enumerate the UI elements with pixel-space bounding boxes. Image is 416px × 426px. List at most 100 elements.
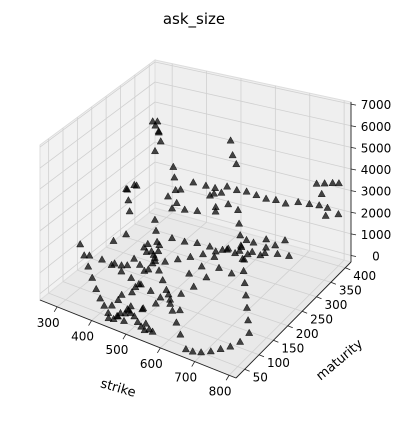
data-point [88, 273, 97, 281]
data-point [151, 256, 160, 264]
data-point [152, 226, 160, 234]
data-point [232, 185, 241, 194]
data-point [164, 290, 173, 298]
z-tick-label: 6000 [361, 120, 392, 134]
data-point [334, 179, 343, 187]
data-point [210, 252, 219, 260]
data-point [235, 246, 244, 254]
data-point [137, 322, 146, 330]
x-tick-label: 300 [37, 316, 60, 330]
data-point [175, 306, 184, 314]
data-point [186, 252, 195, 260]
z-grid-left [39, 181, 156, 274]
y-tick-label: 150 [281, 341, 304, 355]
data-point [176, 330, 185, 338]
data-point [98, 255, 106, 263]
data-point [92, 284, 101, 292]
z-grid-back [154, 81, 352, 127]
data-point [211, 247, 220, 255]
x-tick-label: 700 [174, 371, 197, 385]
data-point [201, 181, 210, 189]
data-point [188, 347, 197, 355]
axis-lines [39, 102, 352, 379]
data-point [151, 121, 160, 129]
y-tick-label: 300 [325, 298, 348, 312]
data-point [242, 235, 251, 244]
data-point [154, 127, 163, 135]
data-point [123, 261, 132, 269]
x-tick-mark [88, 320, 92, 326]
data-point [176, 185, 185, 193]
data-point [197, 348, 206, 356]
data-point [156, 293, 165, 301]
z-grid-left [39, 81, 156, 169]
y-tick-label: 100 [267, 356, 290, 370]
data-point [107, 301, 116, 309]
data-point [328, 178, 337, 186]
data-point [312, 179, 321, 187]
data-point [168, 233, 176, 242]
data-point [252, 190, 261, 199]
grid-lines [39, 61, 352, 376]
y-tick-mark [258, 354, 265, 358]
z-grid-back [154, 121, 352, 170]
data-point [172, 318, 181, 326]
z-tick-mark [350, 168, 357, 171]
data-point [223, 182, 232, 190]
z-grid-back [154, 101, 352, 148]
data-point [126, 302, 135, 310]
data-point [166, 299, 175, 307]
data-point [180, 237, 189, 245]
data-point [193, 206, 202, 214]
data-point [285, 251, 293, 259]
z-tick-mark [350, 147, 357, 149]
data-point [151, 146, 159, 155]
data-point [243, 303, 251, 311]
data-point [116, 308, 125, 316]
z-grid-back [154, 181, 352, 235]
data-point [321, 211, 330, 219]
z-tick-label: 5000 [361, 141, 392, 155]
data-point [168, 204, 177, 212]
z-tick-label: 7000 [361, 98, 392, 112]
data-point [294, 197, 303, 206]
data-point [84, 262, 93, 270]
data-point [109, 236, 118, 244]
data-point [170, 173, 179, 181]
data-point [211, 207, 220, 215]
data-point [323, 203, 332, 211]
data-point [154, 246, 163, 255]
data-point [320, 179, 329, 187]
data-point [245, 328, 254, 336]
data-point [173, 255, 182, 263]
data-point [150, 215, 159, 223]
x-grid-floor [194, 250, 311, 362]
data-point [193, 238, 202, 246]
data-point [96, 294, 105, 302]
x-axis-line [39, 299, 237, 379]
y-tick-label: 350 [339, 283, 362, 297]
data-point [124, 196, 133, 204]
y-tick-label: 250 [310, 312, 333, 326]
z-grid-back [154, 61, 352, 105]
data-point [315, 201, 324, 209]
data-point [205, 242, 214, 250]
data-point [249, 238, 258, 246]
data-point [122, 230, 131, 238]
data-point [143, 239, 152, 247]
data-point [134, 279, 143, 287]
data-point [168, 306, 177, 314]
data-point [281, 199, 290, 207]
data-point [199, 249, 207, 258]
data-point [130, 312, 139, 320]
z-tick-label: 3000 [361, 185, 392, 199]
data-point [248, 247, 257, 255]
z-tick-mark [350, 103, 357, 106]
data-point [117, 267, 126, 275]
data-point [100, 301, 109, 309]
data-point [239, 266, 248, 274]
data-point [130, 180, 139, 188]
data-point [120, 316, 128, 324]
data-point [147, 247, 156, 255]
